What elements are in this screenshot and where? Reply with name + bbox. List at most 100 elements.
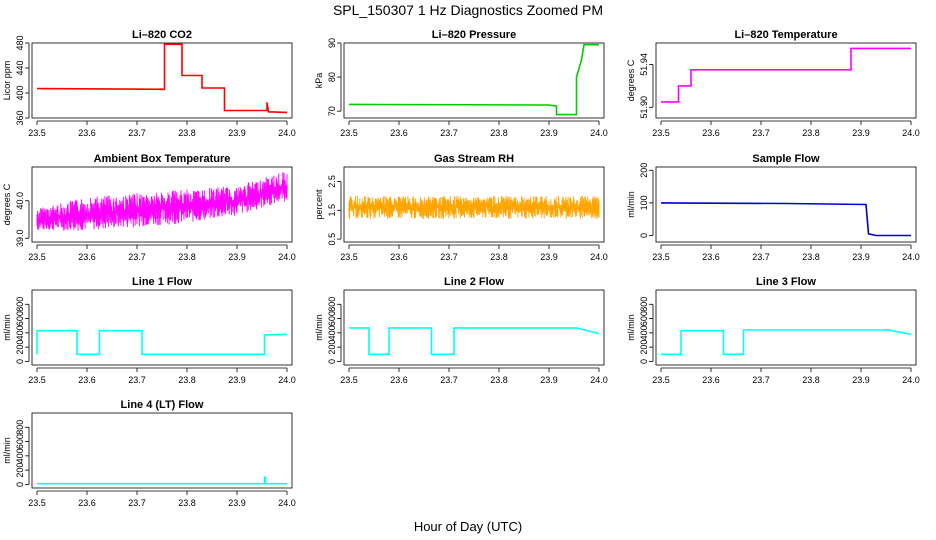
x-axis: 23.5 23.6 23.7 23.8 23.9 24.0 [340, 244, 608, 262]
x-tick-label: 23.9 [852, 128, 870, 138]
x-tick-label: 23.9 [540, 128, 558, 138]
panel-title: Li–820 Pressure [432, 29, 516, 41]
x-axis: 23.5 23.6 23.7 23.8 23.9 24.0 [28, 120, 296, 138]
series-line [661, 47, 911, 103]
x-tick-label: 23.6 [78, 375, 96, 385]
y-tick-label: 200 [639, 163, 649, 178]
panel-title: Li–820 Temperature [734, 29, 837, 41]
x-tick-label: 23.8 [178, 252, 196, 262]
y-tick-label: 0 [639, 359, 649, 364]
series-band [36, 172, 288, 231]
x-tick-label: 23.7 [752, 128, 770, 138]
panel-9: Line 3 Flow 23.5 23.6 23.7 23.8 23.9 24.0 0 2004… [626, 276, 920, 385]
x-tick-label: 23.7 [128, 375, 146, 385]
x-axis-label: Hour of Day (UTC) [414, 519, 522, 534]
series-line [349, 327, 600, 356]
panel-7: Line 1 Flow 23.5 23.6 23.7 23.8 23.9 24.0 0 2004… [2, 276, 296, 385]
y-tick-label: 0.5 [327, 233, 337, 246]
panel-10: Line 4 (LT) Flow 23.5 23.6 23.7 23.8 23.9 24.0… [2, 399, 296, 508]
x-tick-label: 23.5 [652, 128, 670, 138]
x-tick-label: 23.7 [752, 252, 770, 262]
x-tick-label: 23.8 [802, 128, 820, 138]
x-tick-label: 24.0 [902, 252, 920, 262]
y-tick-label: 800 [15, 297, 25, 312]
panel-6: Sample Flow 23.5 23.6 23.7 23.8 23.9 24.0 0 100 2… [626, 153, 920, 262]
x-tick-label: 23.9 [228, 128, 246, 138]
y-axis-label: degrees C [626, 59, 636, 101]
x-tick-label: 23.6 [78, 252, 96, 262]
y-tick-label: 70 [327, 106, 337, 116]
x-tick-label: 24.0 [590, 252, 608, 262]
data-layer [661, 329, 912, 356]
y-tick-label: 40.0 [15, 192, 25, 210]
x-tick-label: 23.6 [702, 128, 720, 138]
y-tick-label: 600 [327, 311, 337, 326]
x-tick-label: 24.0 [590, 375, 608, 385]
x-tick-label: 23.9 [228, 252, 246, 262]
data-layer [348, 43, 599, 116]
x-tick-label: 23.5 [652, 252, 670, 262]
data-layer [36, 172, 288, 231]
y-tick-label: 400 [639, 325, 649, 340]
y-axis-label: ml/min [314, 314, 324, 341]
y-tick-label: 440 [15, 60, 25, 75]
x-axis: 23.5 23.6 23.7 23.8 23.9 24.0 [652, 120, 920, 138]
x-tick-label: 23.8 [490, 375, 508, 385]
data-layer [37, 476, 287, 485]
x-tick-label: 23.5 [340, 128, 358, 138]
plot-frame [655, 289, 917, 366]
y-tick-label: 0 [639, 233, 649, 238]
panel-title: Li–820 CO2 [132, 29, 192, 41]
y-tick-label: 600 [639, 311, 649, 326]
x-tick-label: 23.6 [78, 498, 96, 508]
x-tick-label: 23.9 [852, 252, 870, 262]
series-band [348, 195, 600, 219]
x-tick-label: 23.6 [390, 128, 408, 138]
x-tick-label: 24.0 [278, 252, 296, 262]
x-tick-label: 23.8 [178, 128, 196, 138]
x-tick-label: 24.0 [902, 128, 920, 138]
y-axis-label: ml/min [2, 437, 12, 464]
y-tick-label: 800 [327, 297, 337, 312]
x-tick-label: 23.6 [702, 375, 720, 385]
series-line [660, 202, 911, 237]
x-tick-label: 23.8 [490, 252, 508, 262]
data-layer [36, 43, 288, 114]
y-tick-label: 2.5 [327, 175, 337, 188]
y-tick-label: 400 [15, 325, 25, 340]
y-axis-label: ml/min [2, 314, 12, 341]
x-axis: 23.5 23.6 23.7 23.8 23.9 24.0 [28, 367, 296, 385]
x-tick-label: 23.8 [802, 252, 820, 262]
y-tick-label: 200 [15, 463, 25, 478]
y-axis-label: ml/min [626, 314, 636, 341]
y-tick-label: 400 [15, 85, 25, 100]
series-line [348, 43, 599, 116]
x-tick-label: 24.0 [590, 128, 608, 138]
y-tick-label: 0 [15, 482, 25, 487]
x-tick-label: 23.6 [390, 375, 408, 385]
plot-frame [343, 42, 605, 119]
plot-frame [31, 289, 293, 366]
y-axis: 0 100 200 ml/min [626, 163, 654, 238]
x-tick-label: 23.7 [440, 252, 458, 262]
y-tick-label: 400 [15, 448, 25, 463]
x-tick-label: 23.6 [78, 128, 96, 138]
x-tick-label: 23.9 [852, 375, 870, 385]
x-axis: 23.5 23.6 23.7 23.8 23.9 24.0 [340, 120, 608, 138]
x-tick-label: 23.6 [390, 252, 408, 262]
x-tick-label: 24.0 [278, 375, 296, 385]
x-tick-label: 23.8 [802, 375, 820, 385]
figure-title: SPL_150307 1 Hz Diagnostics Zoomed PM [333, 2, 603, 18]
y-tick-label: 100 [639, 195, 649, 210]
panel-title: Sample Flow [752, 153, 820, 165]
x-axis: 23.5 23.6 23.7 23.8 23.9 24.0 [28, 244, 296, 262]
panel-2: Li–820 Pressure 23.5 23.6 23.7 23.8 23.9 24.0 7… [314, 29, 608, 138]
series-line [661, 329, 912, 356]
y-tick-label: 80 [327, 72, 337, 82]
